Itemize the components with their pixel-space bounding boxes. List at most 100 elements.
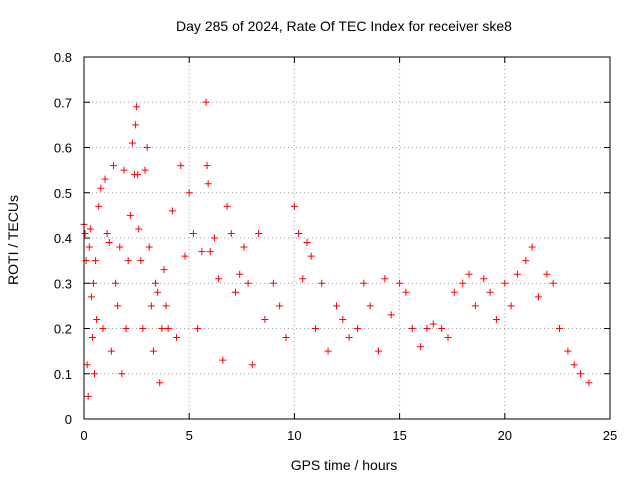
data-point bbox=[120, 166, 128, 174]
data-point bbox=[103, 229, 111, 237]
data-point bbox=[438, 325, 446, 332]
x-tick-label: 20 bbox=[498, 428, 512, 443]
data-point bbox=[318, 279, 326, 287]
x-tick-label: 5 bbox=[186, 428, 193, 443]
data-point bbox=[248, 361, 256, 369]
data-point bbox=[570, 361, 578, 369]
data-point bbox=[311, 325, 319, 332]
data-point bbox=[141, 166, 149, 174]
y-tick-label: 0.4 bbox=[54, 231, 72, 246]
y-tick-label: 0.6 bbox=[54, 141, 72, 156]
data-point bbox=[185, 189, 193, 197]
data-point bbox=[227, 229, 235, 237]
data-point bbox=[152, 279, 160, 287]
data-point bbox=[223, 202, 231, 210]
chart-title: Day 285 of 2024, Rate Of TEC Index for r… bbox=[176, 18, 512, 34]
data-point bbox=[486, 288, 494, 296]
data-point bbox=[381, 275, 389, 283]
data-point bbox=[459, 279, 467, 287]
data-point bbox=[194, 325, 202, 332]
data-point bbox=[89, 279, 97, 287]
x-tick-label: 15 bbox=[392, 428, 406, 443]
y-axis-label: ROTI / TECUs bbox=[5, 195, 21, 285]
data-points bbox=[80, 98, 593, 400]
data-point bbox=[88, 334, 96, 342]
data-point bbox=[137, 257, 145, 265]
data-point bbox=[87, 293, 95, 301]
data-point bbox=[402, 288, 410, 296]
data-point bbox=[465, 270, 473, 278]
data-point bbox=[145, 243, 153, 251]
data-point bbox=[324, 347, 332, 355]
data-point bbox=[366, 302, 374, 310]
x-tick-label: 0 bbox=[80, 428, 87, 443]
data-point bbox=[154, 288, 162, 296]
data-point bbox=[112, 279, 120, 287]
data-point bbox=[203, 162, 211, 170]
data-point bbox=[307, 252, 315, 260]
x-axis-ticks: 0 5 10 15 20 25 bbox=[80, 57, 617, 443]
data-point bbox=[375, 347, 383, 355]
data-point bbox=[116, 243, 124, 251]
data-point bbox=[303, 239, 311, 247]
data-point bbox=[160, 266, 168, 274]
data-point bbox=[139, 325, 147, 332]
y-tick-label: 0.7 bbox=[54, 95, 72, 110]
data-point bbox=[158, 325, 166, 332]
data-point bbox=[236, 270, 244, 278]
data-point bbox=[219, 356, 227, 364]
data-point bbox=[122, 325, 130, 332]
data-point bbox=[471, 302, 479, 310]
data-point bbox=[507, 302, 515, 310]
data-point bbox=[164, 325, 172, 332]
data-point bbox=[408, 325, 416, 332]
data-point bbox=[177, 162, 185, 170]
y-tick-label: 0.1 bbox=[54, 367, 72, 382]
data-point bbox=[450, 288, 458, 296]
data-point bbox=[549, 279, 557, 287]
data-point bbox=[423, 325, 431, 332]
data-point bbox=[181, 252, 189, 260]
data-point bbox=[149, 347, 157, 355]
data-point bbox=[93, 315, 101, 323]
data-point bbox=[128, 139, 136, 147]
data-point bbox=[295, 229, 303, 237]
data-point bbox=[290, 202, 298, 210]
y-axis-ticks: 0 0.1 0.2 0.3 0.4 0.5 0.6 0.7 0.8 bbox=[54, 50, 610, 427]
data-point bbox=[528, 243, 536, 251]
data-point bbox=[444, 334, 452, 342]
data-point bbox=[97, 184, 105, 192]
data-point bbox=[202, 98, 210, 106]
data-point bbox=[501, 279, 509, 287]
data-point bbox=[124, 257, 132, 265]
data-point bbox=[118, 370, 126, 378]
data-point bbox=[282, 334, 290, 342]
data-point bbox=[132, 121, 140, 129]
data-point bbox=[204, 180, 212, 188]
x-axis-label: GPS time / hours bbox=[291, 457, 398, 473]
data-point bbox=[105, 239, 113, 247]
data-point bbox=[173, 334, 181, 342]
data-point bbox=[143, 144, 151, 151]
y-tick-label: 0.3 bbox=[54, 276, 72, 291]
data-point bbox=[492, 315, 500, 323]
data-point bbox=[133, 103, 141, 111]
data-point bbox=[345, 334, 353, 342]
data-point bbox=[429, 320, 437, 328]
data-point bbox=[231, 288, 239, 296]
data-point bbox=[134, 171, 142, 179]
data-point bbox=[84, 392, 92, 400]
data-point bbox=[215, 275, 223, 283]
y-tick-label: 0.2 bbox=[54, 322, 72, 337]
x-tick-label: 10 bbox=[287, 428, 301, 443]
data-point bbox=[480, 275, 488, 283]
data-point bbox=[206, 248, 214, 256]
data-point bbox=[585, 379, 593, 387]
data-point bbox=[417, 343, 425, 351]
data-point bbox=[513, 270, 521, 278]
data-point bbox=[255, 229, 263, 237]
data-point bbox=[114, 302, 122, 310]
data-point bbox=[86, 225, 94, 233]
data-point bbox=[168, 207, 176, 215]
